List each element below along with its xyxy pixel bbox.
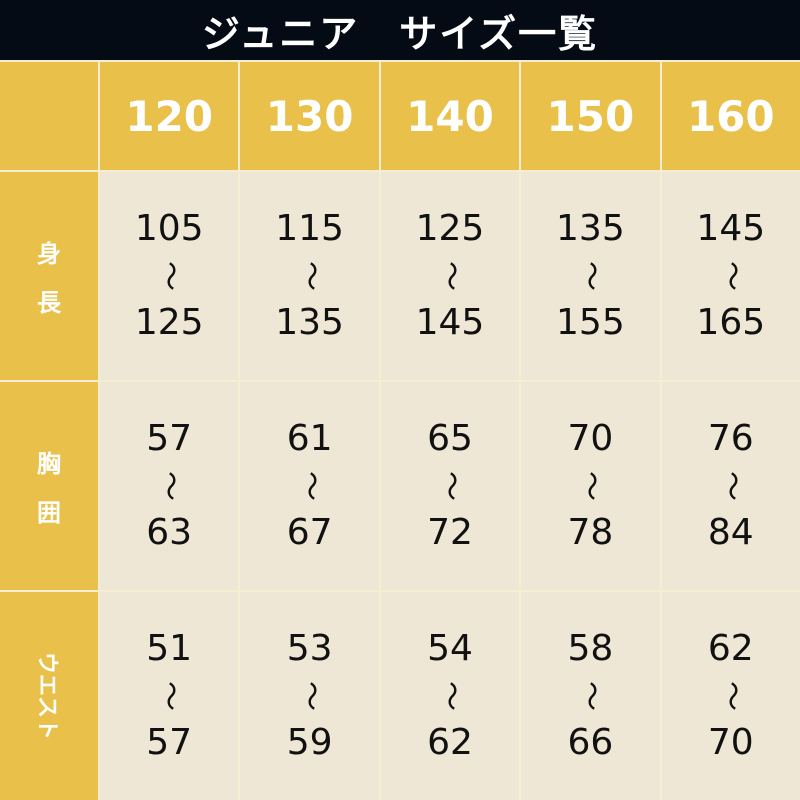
range-min: 54 bbox=[427, 628, 473, 669]
range-cell: 58 〜 66 bbox=[521, 592, 660, 800]
row-label: ウエスト bbox=[0, 592, 98, 800]
range-min: 70 bbox=[567, 418, 614, 459]
range-min: 135 bbox=[556, 208, 625, 249]
range-min: 58 bbox=[567, 628, 614, 669]
range-cell: 145 〜 165 bbox=[661, 172, 800, 380]
range-max: 63 bbox=[146, 512, 193, 553]
range-max: 70 bbox=[707, 722, 754, 763]
size-header-140: 140 bbox=[380, 62, 520, 170]
range-cell: 54 〜 62 bbox=[380, 592, 520, 800]
range-min: 61 bbox=[286, 418, 333, 459]
page-title: ジュニア サイズ一覧 bbox=[0, 0, 800, 60]
range-max: 72 bbox=[427, 512, 473, 553]
range-min: 76 bbox=[707, 418, 754, 459]
range-cell: 70 〜 78 bbox=[521, 382, 660, 590]
range-separator: 〜 bbox=[713, 471, 749, 501]
row-label: 身長 bbox=[0, 172, 98, 380]
range-separator: 〜 bbox=[152, 681, 188, 711]
range-separator: 〜 bbox=[573, 471, 609, 501]
range-separator: 〜 bbox=[152, 471, 188, 501]
range-min: 125 bbox=[415, 208, 485, 249]
corner-cell bbox=[0, 62, 98, 170]
range-cell: 76 〜 84 bbox=[661, 382, 800, 590]
range-separator: 〜 bbox=[432, 681, 468, 711]
range-max: 155 bbox=[556, 302, 625, 343]
range-max: 84 bbox=[707, 512, 754, 553]
range-cell: 125 〜 145 bbox=[380, 172, 520, 380]
range-min: 115 bbox=[275, 208, 344, 249]
range-cell: 62 〜 70 bbox=[661, 592, 800, 800]
range-max: 78 bbox=[567, 512, 614, 553]
size-header-160: 160 bbox=[661, 62, 800, 170]
range-separator: 〜 bbox=[292, 681, 328, 711]
range-cell: 115 〜 135 bbox=[240, 172, 379, 380]
range-min: 65 bbox=[427, 418, 473, 459]
range-separator: 〜 bbox=[573, 261, 609, 291]
range-min: 53 bbox=[286, 628, 333, 669]
range-separator: 〜 bbox=[432, 261, 468, 291]
range-max: 66 bbox=[567, 722, 614, 763]
range-min: 105 bbox=[134, 208, 204, 249]
range-cell: 51 〜 57 bbox=[100, 592, 239, 800]
range-separator: 〜 bbox=[713, 261, 749, 291]
range-cell: 53 〜 59 bbox=[240, 592, 379, 800]
range-min: 62 bbox=[707, 628, 754, 669]
row-label-char: 囲 bbox=[37, 499, 61, 527]
range-cell: 105 〜 125 bbox=[100, 172, 239, 380]
size-header-120: 120 bbox=[100, 62, 239, 170]
range-max: 57 bbox=[146, 722, 193, 763]
row-label-char: 身 bbox=[37, 240, 61, 268]
range-separator: 〜 bbox=[573, 681, 609, 711]
row-label-text: ウエスト bbox=[33, 651, 59, 741]
range-separator: 〜 bbox=[292, 471, 328, 501]
range-cell: 57 〜 63 bbox=[100, 382, 239, 590]
range-max: 67 bbox=[286, 512, 333, 553]
range-min: 145 bbox=[696, 208, 766, 249]
range-separator: 〜 bbox=[152, 261, 188, 291]
range-cell: 135 〜 155 bbox=[521, 172, 660, 380]
range-separator: 〜 bbox=[292, 261, 328, 291]
range-min: 57 bbox=[146, 418, 193, 459]
range-max: 135 bbox=[275, 302, 344, 343]
range-cell: 61 〜 67 bbox=[240, 382, 379, 590]
range-separator: 〜 bbox=[432, 471, 468, 501]
range-separator: 〜 bbox=[713, 681, 749, 711]
range-max: 59 bbox=[286, 722, 333, 763]
size-header-130: 130 bbox=[240, 62, 379, 170]
size-header-150: 150 bbox=[521, 62, 660, 170]
range-max: 62 bbox=[427, 722, 473, 763]
range-max: 165 bbox=[696, 302, 766, 343]
row-label: 胸囲 bbox=[0, 382, 98, 590]
range-min: 51 bbox=[146, 628, 193, 669]
range-max: 145 bbox=[415, 302, 485, 343]
row-label-char: 長 bbox=[37, 289, 61, 317]
size-table: 120 130 140 150 160 身長 105 〜 125 115 〜 135 125 〜 145 13… bbox=[0, 60, 800, 800]
row-label-char: 胸 bbox=[37, 450, 61, 478]
range-max: 125 bbox=[134, 302, 204, 343]
range-cell: 65 〜 72 bbox=[380, 382, 520, 590]
